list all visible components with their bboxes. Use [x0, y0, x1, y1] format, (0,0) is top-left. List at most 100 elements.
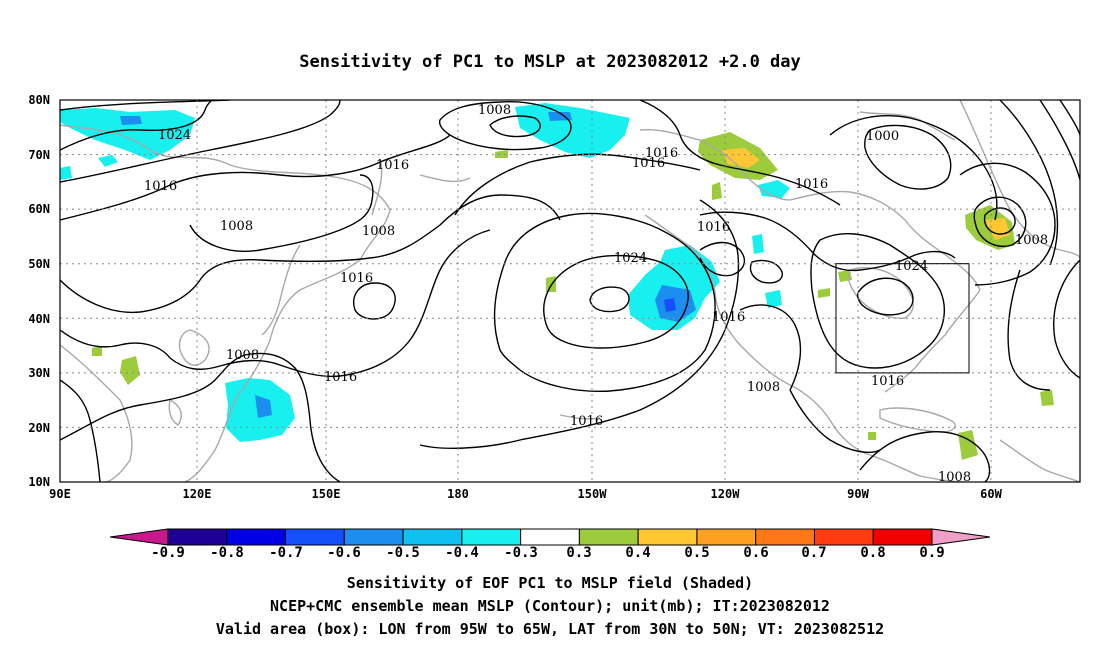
contour-label: 1008 — [226, 348, 259, 363]
colorbar-label: 0.6 — [743, 545, 768, 561]
positive-shade — [818, 288, 830, 298]
colorbar-label: -0.9 — [151, 545, 185, 561]
colorbar-segment — [696, 528, 757, 546]
colorbar-label: 0.4 — [625, 545, 650, 561]
latitude-axis: 80N 70N 60N 50N 40N 30N 20N 10N — [28, 93, 50, 489]
map-frame — [59, 99, 1081, 483]
contour-label: 1016 — [324, 370, 357, 385]
negative-shade — [765, 290, 782, 308]
isobar — [60, 229, 491, 378]
isobar — [60, 134, 451, 221]
contour-label: 1016 — [632, 156, 665, 171]
contour-label: 1016 — [645, 146, 678, 161]
contour-label: 1000 — [866, 129, 899, 144]
colorbar-labels: -0.9 -0.8 -0.7 -0.6 -0.5 -0.4 -0.3 0.3 0… — [151, 545, 945, 561]
caption-line: NCEP+CMC ensemble mean MSLP (Contour); u… — [270, 597, 830, 615]
positive-shade — [92, 346, 102, 356]
coastline — [178, 329, 210, 366]
positive-shade — [985, 218, 1010, 240]
colorbar-segment — [813, 528, 874, 546]
colorbar-label: 0.9 — [919, 545, 944, 561]
contour-label: 1016 — [340, 271, 373, 286]
colorbar-segment — [402, 528, 463, 546]
coastline — [789, 190, 981, 291]
isobar — [699, 211, 956, 272]
lat-tick-label: 70N — [28, 148, 50, 162]
lat-tick-label: 40N — [28, 312, 50, 326]
isobar — [353, 282, 396, 320]
colorbar-label: 0.8 — [860, 545, 885, 561]
mslp-contours — [60, 100, 1080, 482]
isobar — [60, 100, 341, 183]
colorbar-segment — [226, 528, 287, 546]
contour-label: 1008 — [1015, 233, 1048, 248]
colorbar-label: -0.7 — [269, 545, 303, 561]
coastline — [184, 259, 361, 482]
isobar — [789, 389, 881, 453]
coastline — [999, 439, 1080, 482]
negative-shade — [758, 180, 790, 198]
isobar — [60, 100, 231, 111]
coastline — [60, 344, 133, 482]
colorbar-label: 0.7 — [801, 545, 826, 561]
coastline — [639, 128, 791, 201]
isobar — [493, 212, 716, 392]
colorbar-segment — [461, 528, 522, 546]
isobar — [60, 354, 246, 441]
contour-label: 1008 — [938, 470, 971, 485]
lat-tick-label: 20N — [28, 421, 50, 435]
coastlines — [60, 100, 1080, 482]
isobar — [1039, 100, 1080, 181]
coastline — [60, 124, 391, 261]
lat-tick-label: 30N — [28, 366, 50, 380]
isobar — [489, 115, 541, 138]
contour-label: 1024 — [614, 251, 647, 266]
lon-tick-label: 120E — [183, 487, 212, 501]
lon-tick-label: 150W — [578, 487, 608, 501]
colorbar-segment — [343, 528, 404, 546]
graticule — [60, 100, 1080, 482]
contour-label: 1024 — [895, 259, 928, 274]
colorbar-low-extension — [109, 528, 169, 546]
caption-line: Valid area (box): LON from 95W to 65W, L… — [216, 620, 884, 638]
positive-shade — [712, 182, 722, 200]
colorbar: -0.9 -0.8 -0.7 -0.6 -0.5 -0.4 -0.3 0.3 0… — [109, 528, 991, 561]
lon-tick-label: 90E — [49, 487, 71, 501]
coastline — [879, 407, 956, 433]
coastline — [847, 267, 914, 319]
colorbar-segment — [167, 528, 228, 546]
colorbar-label: -0.5 — [386, 545, 420, 561]
isobar — [438, 100, 572, 151]
isobar — [419, 199, 740, 449]
positive-shade — [120, 356, 140, 385]
contour-label: 1008 — [747, 380, 780, 395]
isobar — [60, 100, 213, 151]
isobar — [639, 100, 841, 206]
figure-caption: Sensitivity of EOF PC1 to MSLP field (Sh… — [216, 574, 884, 638]
colorbar-segment — [637, 528, 698, 546]
isobar — [810, 232, 946, 369]
lon-tick-label: 60W — [980, 487, 1002, 501]
coastline — [168, 398, 182, 426]
lat-tick-label: 10N — [28, 475, 50, 489]
isobar — [189, 174, 374, 252]
contour-label: 1016 — [697, 220, 730, 235]
isobar — [1059, 100, 1080, 136]
map-title: Sensitivity of PC1 to MSLP at 2023082012… — [299, 52, 801, 72]
colorbar-label: -0.6 — [327, 545, 361, 561]
lon-tick-label: 150E — [312, 487, 341, 501]
isobar — [749, 259, 783, 284]
isobar — [543, 254, 689, 349]
coastline — [261, 244, 301, 336]
isobar — [60, 379, 101, 482]
lat-tick-label: 60N — [28, 202, 50, 216]
isobar — [1053, 259, 1080, 379]
coastline — [959, 100, 1080, 259]
contour-label: 1008 — [478, 103, 511, 118]
coastline — [884, 289, 981, 393]
negative-shade — [548, 112, 572, 121]
lat-tick-label: 50N — [28, 257, 50, 271]
contour-label: 1016 — [871, 374, 904, 389]
longitude-axis: 90E 120E 150E 180 150W 120W 90W 60W — [49, 487, 1002, 501]
colorbar-segment — [872, 528, 933, 546]
